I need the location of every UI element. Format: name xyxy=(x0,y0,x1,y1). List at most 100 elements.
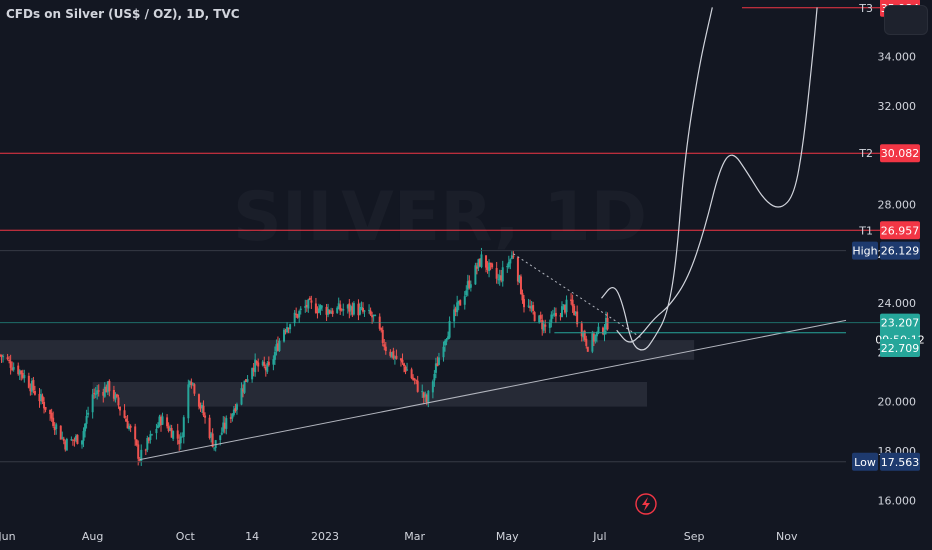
candle xyxy=(179,432,182,450)
candle-body xyxy=(319,305,322,310)
candle-body xyxy=(477,259,480,268)
candle-body xyxy=(138,459,141,462)
candle xyxy=(52,411,55,428)
candle-body xyxy=(554,312,557,317)
candle xyxy=(453,304,456,328)
candle xyxy=(225,415,228,435)
drawings: T3 T2 T1 xyxy=(0,2,880,463)
candle-body xyxy=(273,352,276,360)
candle-body xyxy=(436,363,439,367)
candle-body xyxy=(328,310,331,314)
candle xyxy=(580,321,583,342)
candle-body xyxy=(601,327,604,334)
candle-body xyxy=(469,284,472,288)
candle xyxy=(199,402,202,412)
candle xyxy=(155,423,158,440)
candle xyxy=(144,448,147,456)
candle xyxy=(76,434,79,445)
candle-body xyxy=(437,357,440,365)
candle xyxy=(560,301,563,318)
candle xyxy=(12,362,15,372)
candle-body xyxy=(317,308,320,313)
candle-body xyxy=(254,359,257,373)
candle xyxy=(422,391,425,405)
candle xyxy=(50,408,53,422)
chart-menu-button[interactable] xyxy=(884,5,928,35)
candle xyxy=(371,311,374,324)
candle xyxy=(33,385,36,396)
candle-body xyxy=(286,326,289,333)
candle-body xyxy=(427,390,430,402)
candle xyxy=(181,432,184,438)
candle-body xyxy=(431,381,434,393)
candle-body xyxy=(497,279,500,281)
candle-body xyxy=(349,305,352,311)
candle xyxy=(135,439,138,447)
candle xyxy=(276,336,279,352)
high-value: 26.129 xyxy=(881,245,920,258)
candle-body xyxy=(305,304,308,307)
candle xyxy=(485,255,488,273)
candle xyxy=(512,250,515,259)
candle-body xyxy=(62,438,65,441)
candle xyxy=(97,384,100,397)
candle-body xyxy=(532,305,535,311)
candle-body xyxy=(21,373,24,378)
candle xyxy=(55,422,58,435)
candle xyxy=(465,285,468,297)
candle-body xyxy=(44,406,47,410)
candle xyxy=(156,422,159,429)
candle xyxy=(307,298,310,313)
candle xyxy=(486,261,489,274)
candle-body xyxy=(118,406,121,411)
candle xyxy=(601,326,604,336)
candle-body xyxy=(510,255,513,259)
candle-body xyxy=(527,305,530,307)
candle-body xyxy=(360,307,363,309)
low-value-badge xyxy=(880,452,920,471)
candle xyxy=(41,393,44,405)
candle-body xyxy=(201,405,204,408)
candle xyxy=(573,303,576,316)
candle-body xyxy=(346,304,349,309)
candle-body xyxy=(358,307,361,315)
candle xyxy=(339,300,342,316)
candle-body xyxy=(125,418,128,422)
candle-body xyxy=(41,395,44,402)
candle xyxy=(44,406,47,413)
candle xyxy=(463,291,466,310)
candle xyxy=(510,251,513,260)
target-label-t1: T1 xyxy=(858,224,873,237)
candle xyxy=(595,331,598,343)
candle xyxy=(444,339,447,352)
candle-body xyxy=(298,311,301,318)
candle xyxy=(415,379,418,385)
candle-body xyxy=(351,306,354,315)
candle xyxy=(264,364,267,377)
candle-body xyxy=(245,379,248,382)
candle xyxy=(413,377,416,385)
candle xyxy=(401,353,404,365)
candle xyxy=(296,313,299,319)
candle xyxy=(442,341,445,362)
candle xyxy=(374,314,377,317)
candle xyxy=(74,434,77,443)
candle-body xyxy=(257,362,260,367)
candle xyxy=(176,423,179,445)
candle-body xyxy=(413,378,416,381)
candle-body xyxy=(550,314,553,323)
candle-body xyxy=(178,440,181,444)
candle xyxy=(137,440,140,466)
candle-body xyxy=(424,394,427,397)
candle xyxy=(210,431,213,443)
lightning-icon[interactable] xyxy=(635,493,657,515)
candle-body xyxy=(287,327,290,330)
candle-body xyxy=(533,312,536,322)
candle-body xyxy=(225,418,228,429)
candle-body xyxy=(40,394,43,401)
candle xyxy=(516,256,519,286)
candle-body xyxy=(128,425,131,430)
candle xyxy=(369,307,372,316)
candle xyxy=(384,341,387,355)
